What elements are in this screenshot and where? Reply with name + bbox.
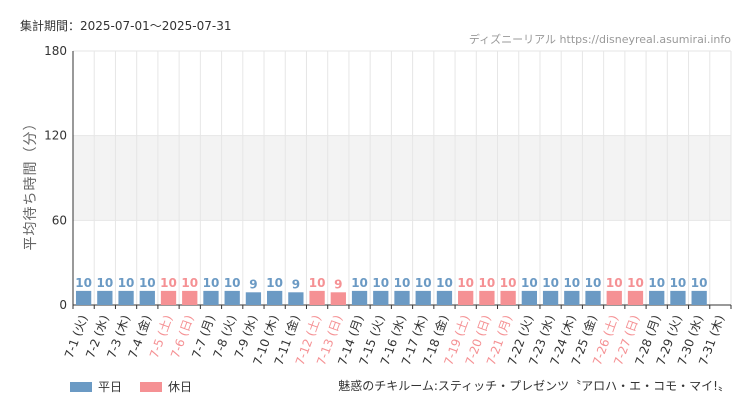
bar — [500, 290, 516, 305]
legend-holiday: 休日 — [140, 378, 192, 395]
bar-value-label: 10 — [521, 276, 538, 290]
bar-value-label: 10 — [266, 276, 283, 290]
bar-value-label: 10 — [139, 276, 156, 290]
bar-value-label: 10 — [415, 276, 432, 290]
bar — [330, 292, 346, 305]
bar-value-label: 10 — [96, 276, 113, 290]
bar — [585, 290, 601, 305]
bar — [521, 290, 537, 305]
bar — [160, 290, 177, 305]
period-label: 集計期間：2025-07-01～2025-07-31 — [20, 19, 232, 33]
bar — [606, 290, 622, 305]
bar — [394, 290, 410, 305]
legend: 平日 休日 — [70, 378, 192, 395]
y-tick-label: 0 — [59, 298, 67, 312]
bar — [267, 290, 283, 305]
legend-weekday: 平日 — [70, 378, 122, 395]
bar — [118, 290, 134, 305]
bar — [479, 290, 495, 305]
bar-value-label: 10 — [224, 276, 241, 290]
legend-weekday-swatch — [70, 381, 92, 392]
y-tick-label: 60 — [52, 213, 67, 227]
bar-value-label: 10 — [563, 276, 580, 290]
bar-value-label: 10 — [160, 276, 177, 290]
bar-value-label: 10 — [181, 276, 198, 290]
bar-value-label: 10 — [606, 276, 623, 290]
bar-value-label: 10 — [309, 276, 326, 290]
bar — [288, 292, 304, 305]
bar-value-label: 10 — [75, 276, 92, 290]
bar — [139, 290, 155, 305]
legend-holiday-label: 休日 — [168, 380, 193, 394]
bar — [182, 290, 198, 305]
bar-value-label: 10 — [203, 276, 220, 290]
bar-value-label: 10 — [457, 276, 474, 290]
legend-holiday-swatch — [140, 381, 163, 392]
bar — [245, 292, 262, 305]
bar — [564, 290, 580, 305]
bar-value-label: 9 — [249, 277, 257, 291]
legend-weekday-label: 平日 — [98, 380, 123, 394]
bar — [373, 290, 389, 305]
bar — [415, 290, 431, 305]
bar-value-label: 9 — [292, 277, 300, 291]
bar-value-label: 10 — [394, 276, 411, 290]
shaded-band — [73, 135, 731, 221]
site-credit: ディズニーリアル https://disneyreal.asumirai.inf… — [468, 33, 731, 46]
bar-value-label: 10 — [351, 276, 368, 290]
bar — [351, 290, 368, 305]
bar — [649, 290, 665, 305]
bar-value-label: 10 — [670, 276, 687, 290]
bar — [670, 290, 686, 305]
bar — [542, 290, 559, 305]
bar-value-label: 10 — [627, 276, 644, 290]
bar-value-label: 10 — [691, 276, 708, 290]
bar — [75, 290, 92, 305]
attraction-name: 魅惑のチキルーム:スティッチ・プレゼンツ〝アロハ・エ・コモ・マイ!〟 — [338, 379, 730, 393]
bar — [458, 290, 474, 305]
bar-value-label: 10 — [500, 276, 517, 290]
bar — [627, 290, 644, 305]
bar — [309, 290, 325, 305]
bar-value-label: 10 — [585, 276, 602, 290]
bar-value-label: 10 — [479, 276, 496, 290]
bar-value-label: 10 — [648, 276, 665, 290]
y-tick-label: 120 — [44, 129, 67, 143]
bar — [203, 290, 219, 305]
bar-value-label: 9 — [334, 277, 342, 291]
bar — [436, 290, 453, 305]
bar-value-label: 10 — [118, 276, 135, 290]
bar — [97, 290, 113, 305]
bar-value-label: 10 — [436, 276, 453, 290]
y-tick-label: 180 — [44, 44, 67, 58]
bar — [691, 290, 707, 305]
bar-value-label: 10 — [372, 276, 389, 290]
bar-value-label: 10 — [542, 276, 559, 290]
bar — [224, 290, 240, 305]
